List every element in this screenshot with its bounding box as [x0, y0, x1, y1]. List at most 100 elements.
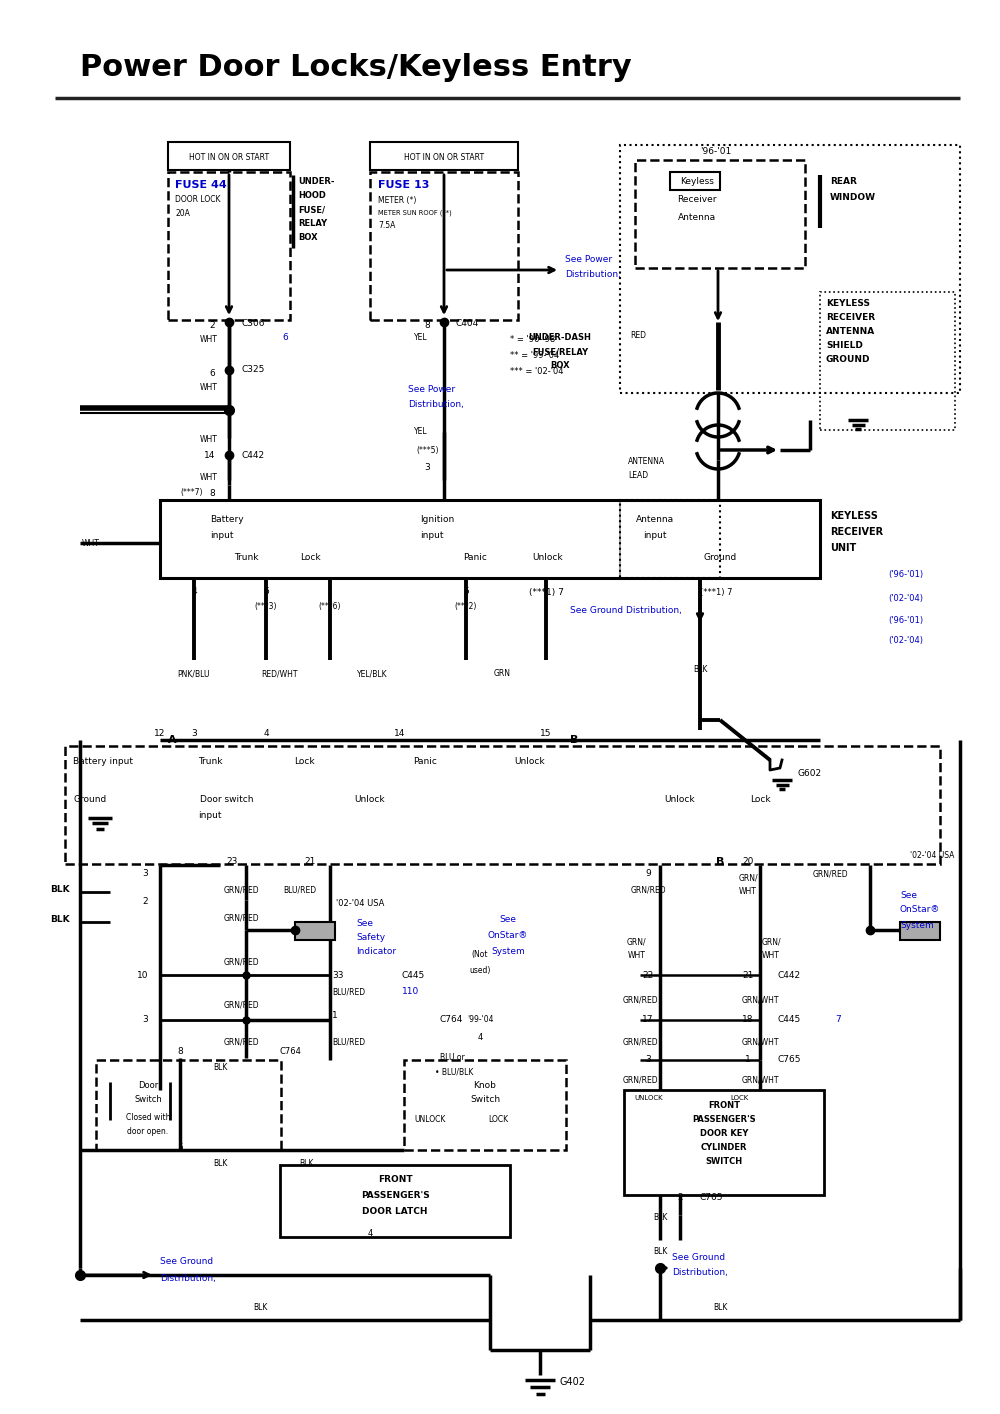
Text: UNDER-: UNDER-: [298, 178, 334, 187]
Text: 8: 8: [177, 1048, 183, 1056]
Text: (***3): (***3): [255, 602, 277, 611]
Text: Keyless: Keyless: [680, 178, 714, 187]
Text: B: B: [716, 857, 724, 867]
Text: YEL: YEL: [414, 427, 428, 437]
Text: ('02-'04): ('02-'04): [889, 594, 924, 602]
Bar: [404, 1060, 566, 1150]
Text: (Not: (Not: [472, 950, 488, 960]
Text: 110: 110: [402, 987, 419, 997]
Text: GRN/RED: GRN/RED: [224, 1001, 260, 1010]
Text: GRN/RED: GRN/RED: [224, 957, 260, 967]
Text: 2: 2: [677, 1193, 683, 1202]
Text: Unlock: Unlock: [665, 796, 695, 805]
Text: BLK: BLK: [253, 1304, 267, 1312]
Text: Door: Door: [138, 1080, 158, 1090]
Text: METER (*): METER (*): [378, 195, 416, 205]
Text: PASSENGER'S: PASSENGER'S: [692, 1116, 756, 1124]
Text: HOT IN ON OR START: HOT IN ON OR START: [404, 154, 484, 163]
Text: Unlock: Unlock: [533, 553, 563, 563]
Text: input: input: [198, 812, 222, 820]
Text: SHIELD: SHIELD: [826, 342, 863, 351]
Text: ** = '99-'04: ** = '99-'04: [510, 352, 559, 361]
Text: CYLINDER: CYLINDER: [701, 1144, 747, 1152]
Text: WHT: WHT: [82, 539, 100, 547]
Text: BLK: BLK: [50, 885, 70, 895]
Text: FUSE/: FUSE/: [298, 205, 325, 215]
Bar: [280, 1165, 510, 1237]
Text: FRONT: FRONT: [378, 1175, 412, 1185]
Text: Panic: Panic: [463, 553, 487, 563]
Text: 4: 4: [263, 728, 269, 738]
Text: See: See: [900, 891, 917, 899]
Text: (***1) 7: (***1) 7: [700, 587, 732, 597]
Text: Power Door Locks/Keyless Entry: Power Door Locks/Keyless Entry: [80, 54, 632, 82]
Text: C306: C306: [242, 318, 266, 328]
Text: UNDER-DASH: UNDER-DASH: [529, 334, 591, 342]
Text: GRN/: GRN/: [738, 874, 758, 882]
Text: RECEIVER: RECEIVER: [830, 527, 883, 537]
Text: See Power: See Power: [565, 256, 612, 264]
Text: System: System: [900, 921, 934, 929]
Text: Distribution,: Distribution,: [672, 1268, 728, 1277]
Bar: [620, 146, 960, 393]
Text: 7: 7: [835, 1015, 841, 1025]
Text: BLK: BLK: [653, 1213, 667, 1223]
Text: UNIT: UNIT: [830, 543, 856, 553]
Text: 9: 9: [645, 870, 651, 878]
Text: 3: 3: [191, 728, 197, 738]
Text: Ground: Ground: [703, 553, 737, 563]
Text: OnStar®: OnStar®: [900, 905, 940, 915]
Text: (***7): (***7): [180, 488, 202, 498]
Text: Switch: Switch: [134, 1096, 162, 1104]
Text: '02-'04 USA: '02-'04 USA: [910, 851, 954, 861]
Text: BLK: BLK: [653, 1247, 667, 1257]
Text: ('96-'01): ('96-'01): [888, 615, 924, 625]
Text: • BLU/BLK: • BLU/BLK: [435, 1068, 473, 1076]
Text: 4: 4: [191, 587, 197, 597]
Text: DOOR LATCH: DOOR LATCH: [362, 1208, 428, 1216]
Text: 1: 1: [332, 1011, 338, 1021]
Text: GRN/WHT: GRN/WHT: [741, 1076, 779, 1085]
Text: BOX: BOX: [550, 362, 570, 370]
Text: (***2): (***2): [455, 602, 477, 611]
Bar: [635, 160, 805, 269]
Text: 14: 14: [394, 728, 406, 738]
Text: SWITCH: SWITCH: [705, 1158, 743, 1167]
Text: See Power: See Power: [408, 386, 455, 395]
Text: 3: 3: [424, 462, 430, 471]
Text: KEYLESS: KEYLESS: [826, 300, 870, 308]
Text: Ignition: Ignition: [420, 516, 454, 525]
Text: GRN/RED: GRN/RED: [812, 870, 848, 878]
Text: Door switch: Door switch: [200, 796, 254, 805]
Bar: [65, 747, 940, 864]
Text: BLU or: BLU or: [440, 1053, 465, 1062]
Text: 5: 5: [463, 587, 469, 597]
Text: 22: 22: [642, 970, 654, 980]
Text: (***5): (***5): [416, 445, 438, 454]
Text: 18: 18: [742, 1015, 754, 1025]
Text: 20A: 20A: [175, 208, 190, 218]
Text: GRN/RED: GRN/RED: [622, 1038, 658, 1046]
Text: DOOR LOCK: DOOR LOCK: [175, 195, 220, 205]
Text: Indicator: Indicator: [356, 947, 396, 956]
Bar: [900, 922, 940, 940]
Text: C445: C445: [402, 970, 425, 980]
Text: FUSE 13: FUSE 13: [378, 180, 429, 189]
Text: 12: 12: [154, 728, 166, 738]
Text: input: input: [420, 530, 444, 540]
Text: OnStar®: OnStar®: [488, 932, 528, 940]
Bar: [620, 501, 720, 578]
Bar: [624, 1090, 824, 1195]
Text: FUSE 44: FUSE 44: [175, 180, 227, 189]
Text: See: See: [356, 919, 373, 929]
Text: METER SUN ROOF (**): METER SUN ROOF (**): [378, 209, 452, 216]
Text: 2: 2: [142, 898, 148, 906]
Text: BLU/RED: BLU/RED: [332, 987, 365, 997]
Text: C765: C765: [778, 1055, 802, 1065]
Text: GRN/WHT: GRN/WHT: [741, 1038, 779, 1046]
Bar: [370, 141, 518, 170]
Text: GRN/RED: GRN/RED: [622, 1076, 658, 1085]
Text: G602: G602: [798, 768, 822, 778]
Text: WHT: WHT: [628, 952, 646, 960]
Text: BLK: BLK: [213, 1063, 227, 1072]
